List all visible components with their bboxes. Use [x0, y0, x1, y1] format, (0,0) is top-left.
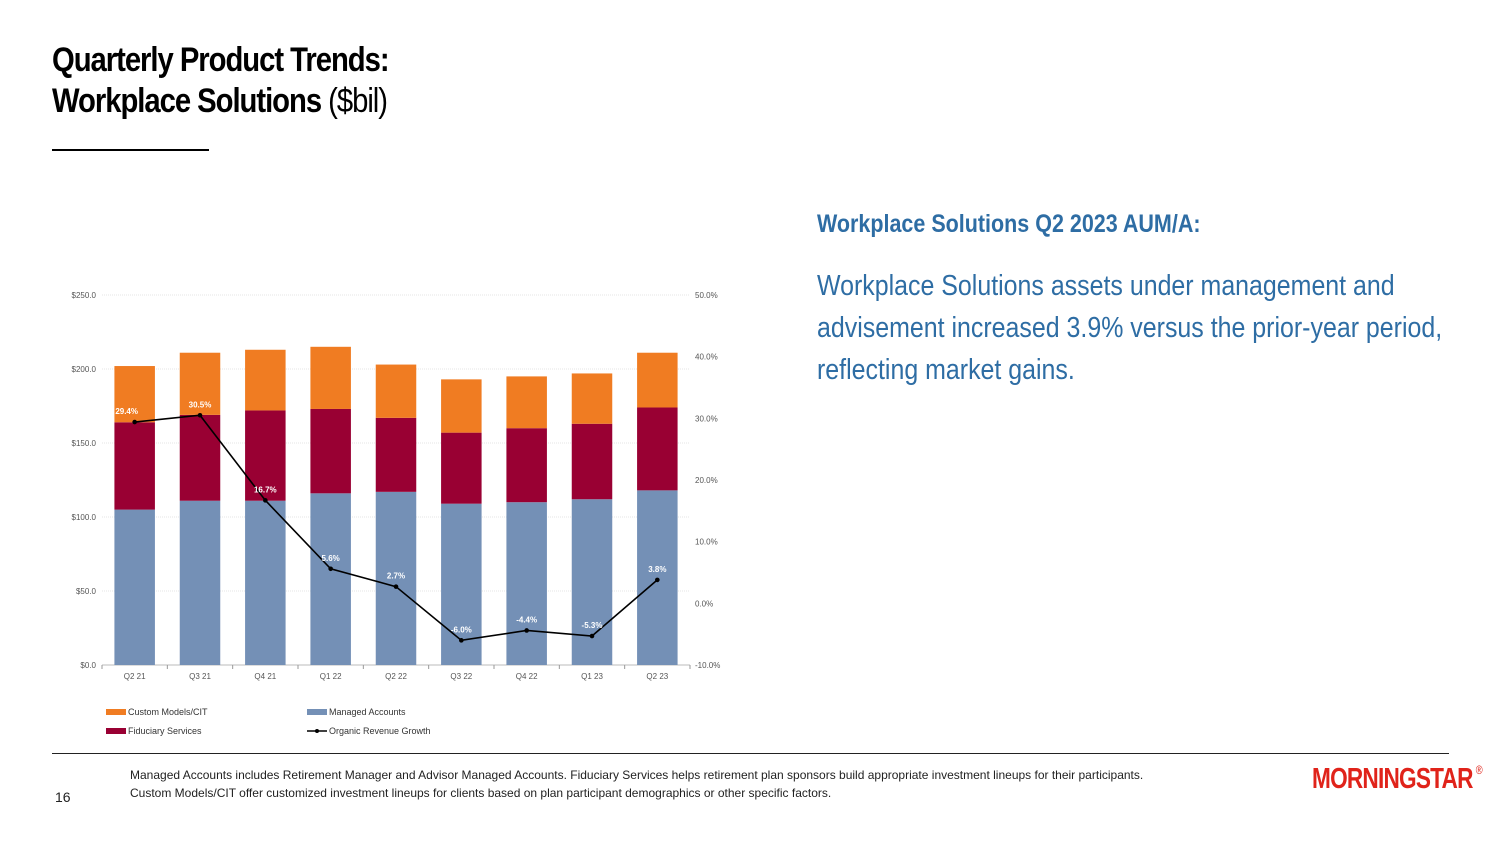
legend-label: Custom Models/CIT — [128, 707, 208, 717]
bar-managed-accounts — [245, 500, 286, 665]
growth-data-label: -6.0% — [451, 625, 472, 634]
y-right-tick-label: 0.0% — [695, 599, 713, 608]
bar-managed-accounts — [310, 493, 351, 665]
growth-data-label: 29.4% — [115, 407, 138, 416]
legend-label: Managed Accounts — [329, 707, 406, 717]
y-right-tick-label: -10.0% — [695, 661, 720, 670]
bar-custom-models — [506, 376, 547, 429]
chart-container: $0.0 $50.0 $100.0 $150.0 $200.0 $250.0 -10.0% 0… — [60, 280, 760, 750]
y-left-tick-label: $150.0 — [72, 439, 97, 448]
bar-fiduciary-services — [114, 422, 155, 510]
growth-data-label: 2.7% — [387, 572, 405, 581]
y-right-tick-label: 10.0% — [695, 538, 718, 547]
bar-fiduciary-services — [310, 408, 351, 494]
footnote-line-2: Custom Models/CIT offer customized inves… — [130, 786, 832, 800]
bar-custom-models — [114, 366, 155, 423]
x-tick-label: Q3 21 — [189, 672, 211, 681]
y-right-tick-label: 20.0% — [695, 476, 718, 485]
bar-fiduciary-services — [375, 417, 417, 492]
legend-swatch — [307, 709, 327, 715]
y-left-tick-label: $200.0 — [72, 365, 97, 374]
growth-data-label: -4.4% — [516, 615, 537, 624]
legend-swatch-point — [315, 729, 319, 733]
growth-data-label: 3.8% — [648, 565, 666, 574]
bar-managed-accounts — [571, 499, 613, 665]
legend-swatch — [106, 728, 126, 734]
title-underline — [52, 149, 209, 151]
bar-custom-models — [179, 352, 221, 415]
title-line-2-unit: ($bil) — [321, 82, 388, 120]
footnote-line-1: Managed Accounts includes Retirement Man… — [130, 768, 1144, 782]
bar-fiduciary-services — [506, 428, 547, 503]
x-tick-label: Q2 23 — [646, 672, 668, 681]
bar-custom-models — [245, 349, 286, 411]
growth-data-label: -5.3% — [582, 621, 603, 630]
bar-managed-accounts — [375, 491, 417, 665]
growth-point — [589, 633, 595, 639]
bar-managed-accounts — [506, 502, 547, 665]
x-tick-label: Q4 22 — [516, 672, 538, 681]
title-line-2-bold: Workplace Solutions — [52, 82, 322, 120]
bar-custom-models — [571, 373, 613, 424]
y-left-tick-label: $250.0 — [72, 291, 97, 300]
growth-data-label: 30.5% — [189, 400, 212, 409]
side-heading: Workplace Solutions Q2 2023 AUM/A: — [817, 210, 1201, 238]
bar-fiduciary-services — [571, 423, 613, 500]
legend-swatch — [106, 709, 126, 715]
workplace-solutions-chart: $0.0 $50.0 $100.0 $150.0 $200.0 $250.0 -10.0% 0… — [72, 291, 721, 736]
bar-custom-models — [310, 346, 351, 409]
y-left-tick-label: $50.0 — [76, 587, 97, 596]
x-tick-label: Q4 21 — [254, 672, 276, 681]
x-tick-label: Q1 23 — [581, 672, 603, 681]
bar-custom-models — [441, 379, 482, 433]
title-line-1: Quarterly Product Trends: — [52, 41, 390, 79]
y-right-tick-label: 50.0% — [695, 291, 718, 300]
bar-fiduciary-services — [245, 410, 286, 501]
page-number: 16 — [55, 789, 71, 805]
x-tick-label: Q3 22 — [450, 672, 472, 681]
growth-point — [655, 577, 660, 583]
growth-point — [524, 628, 529, 633]
y-left-tick-label: $0.0 — [80, 661, 96, 670]
bar-custom-models — [375, 364, 417, 418]
bar-managed-accounts — [179, 500, 221, 665]
bar-fiduciary-services — [441, 432, 482, 504]
growth-data-label: 5.6% — [322, 554, 340, 563]
registered-mark: ® — [1475, 763, 1483, 777]
logo-text: MORNINGSTAR — [1312, 763, 1473, 795]
growth-point — [263, 498, 268, 503]
growth-point — [132, 419, 137, 425]
bar-managed-accounts — [114, 509, 155, 665]
growth-point — [197, 412, 203, 418]
legend-label: Fiduciary Services — [128, 726, 202, 736]
footnote: Managed Accounts includes Retirement Man… — [130, 766, 1143, 802]
y-left-tick-label: $100.0 — [72, 513, 97, 522]
title-line-2: Workplace Solutions ($bil) — [52, 81, 389, 122]
bar-fiduciary-services — [179, 414, 221, 501]
growth-data-label: 16.7% — [254, 485, 277, 494]
bar-fiduciary-services — [637, 407, 678, 491]
side-body-text: Workplace Solutions assets under managem… — [817, 270, 1443, 386]
y-right-tick-label: 40.0% — [695, 353, 718, 362]
slide-title: Quarterly Product Trends: Workplace Solu… — [52, 40, 390, 122]
morningstar-logo: MORNINGSTAR ® — [1312, 763, 1483, 796]
x-tick-label: Q2 21 — [124, 672, 146, 681]
growth-point — [393, 584, 399, 589]
growth-point — [328, 566, 333, 572]
x-tick-label: Q2 22 — [385, 672, 407, 681]
x-tick-label: Q1 22 — [320, 672, 342, 681]
growth-point — [459, 638, 464, 643]
footer-divider — [52, 753, 1449, 754]
y-right-tick-label: 30.0% — [695, 414, 718, 423]
bar-custom-models — [637, 352, 678, 408]
legend-label: Organic Revenue Growth — [329, 726, 431, 736]
